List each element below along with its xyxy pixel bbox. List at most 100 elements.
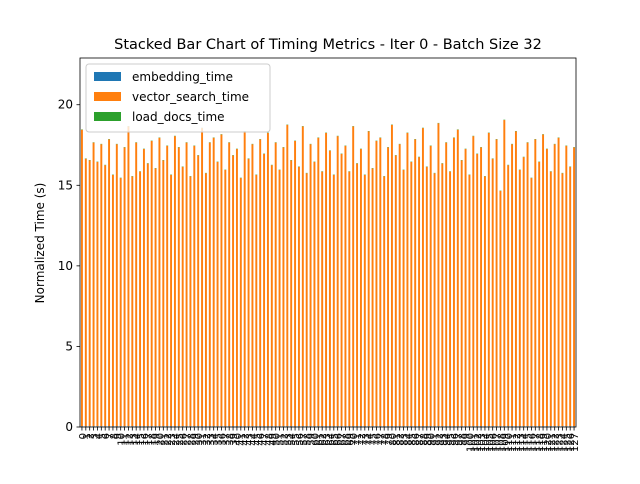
bar-segment: [131, 176, 133, 426]
bar-segment: [534, 139, 536, 426]
bar-segment: [523, 157, 525, 426]
bar-segment: [201, 128, 203, 426]
bar-segment: [395, 155, 397, 426]
bar-segment: [375, 141, 377, 426]
y-axis-label: Normalized Time (s): [33, 183, 47, 304]
bar-segment: [263, 154, 265, 426]
bar-segment: [248, 159, 250, 426]
bar-segment: [251, 144, 253, 426]
bar-segment: [189, 176, 191, 426]
bar-segment: [178, 147, 180, 426]
bar-segment: [294, 141, 296, 426]
bar-segment: [143, 149, 145, 426]
bar-segment: [259, 139, 261, 426]
bar-segment: [205, 173, 207, 426]
bar-segment: [302, 126, 304, 426]
bar-segment: [391, 125, 393, 426]
bar-segment: [333, 175, 335, 426]
bar-segment: [236, 149, 238, 426]
bar-segment: [147, 164, 149, 427]
bar-segment: [162, 160, 164, 426]
legend-swatch: [94, 72, 121, 81]
bar-segment: [89, 160, 91, 426]
bar-segment: [410, 162, 412, 426]
bar-segment: [492, 159, 494, 426]
bar-segment: [507, 165, 509, 426]
bar-segment: [321, 172, 323, 427]
bar-segment: [298, 167, 300, 426]
bar-segment: [484, 176, 486, 426]
bar-segment: [186, 143, 188, 427]
bar-segment: [124, 147, 126, 426]
bar-segment: [387, 147, 389, 426]
bar-segment: [317, 138, 319, 426]
bar-segment: [573, 147, 575, 426]
bar-segment: [170, 175, 172, 426]
bar-segment: [546, 149, 548, 426]
bar-segment: [530, 178, 532, 426]
x-tick-label: 127: [570, 433, 581, 452]
bar-segment: [569, 167, 571, 426]
bar-segment: [422, 128, 424, 426]
bar-segment: [81, 130, 83, 426]
bar-segment: [135, 143, 137, 427]
bar-segment: [329, 151, 331, 427]
bar-segment: [499, 191, 501, 426]
bar-segment: [139, 172, 141, 427]
bar-segment: [116, 144, 118, 426]
bar-segment: [85, 159, 87, 426]
bar-segment: [406, 133, 408, 426]
bar-segment: [120, 178, 122, 426]
bar-segment: [399, 144, 401, 426]
bar-segment: [445, 143, 447, 427]
chart-title: Stacked Bar Chart of Timing Metrics - It…: [114, 37, 542, 53]
y-tick-label: 20: [58, 98, 73, 112]
bar-segment: [240, 178, 242, 426]
bar-segment: [255, 175, 257, 426]
bar-segment: [155, 168, 157, 426]
bar-segment: [151, 141, 153, 426]
bar-segment: [279, 170, 281, 426]
bar-segment: [275, 143, 277, 427]
bar-segment: [457, 130, 459, 426]
bar-segment: [558, 138, 560, 426]
bar-segment: [228, 143, 230, 427]
bar-segment: [127, 126, 129, 426]
bar-segment: [515, 131, 517, 426]
bar-segment: [426, 167, 428, 426]
bar-segment: [561, 173, 563, 426]
bar-segment: [527, 143, 529, 427]
bar-segment: [465, 149, 467, 426]
bar-segment: [368, 131, 370, 426]
bar-segment: [313, 162, 315, 426]
bar-segment: [104, 165, 106, 426]
bar-segment: [437, 123, 439, 426]
bar-segment: [379, 138, 381, 426]
bar-segment: [461, 160, 463, 426]
bar-segment: [538, 162, 540, 426]
bar-segment: [364, 175, 366, 426]
bar-segment: [550, 172, 552, 427]
bar-segment: [542, 135, 544, 427]
bar-segment: [503, 120, 505, 426]
bar-segment: [372, 168, 374, 426]
bar-segment: [232, 155, 234, 426]
bar-segment: [565, 146, 567, 426]
y-tick-label: 15: [58, 178, 73, 192]
bar-segment: [96, 162, 98, 426]
legend-label: load_docs_time: [132, 110, 225, 124]
bar-segment: [166, 146, 168, 426]
legend-swatch: [94, 112, 121, 121]
bar-segment: [360, 149, 362, 426]
bar-segment: [306, 173, 308, 426]
bar-segment: [480, 147, 482, 426]
bar-segment: [290, 160, 292, 426]
bar-segment: [209, 143, 211, 427]
bar-segment: [418, 157, 420, 426]
bar-segment: [267, 133, 269, 426]
bar-segment: [434, 173, 436, 426]
bar-segment: [220, 135, 222, 427]
bar-segment: [519, 170, 521, 426]
bar-segment: [511, 144, 513, 426]
